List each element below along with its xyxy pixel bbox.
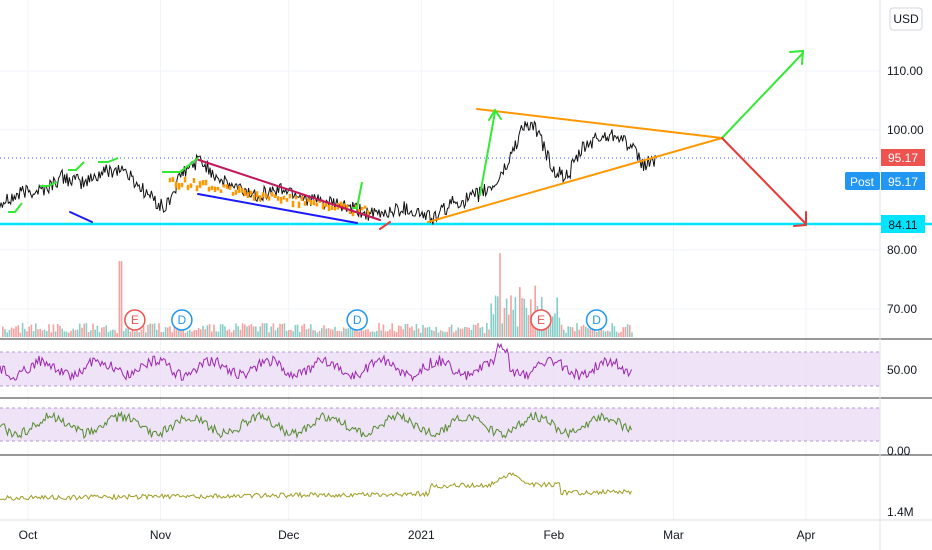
dividend-marker: [171, 309, 193, 331]
event-marker-label: E: [537, 313, 545, 327]
price-tick-label: 70.00: [887, 302, 917, 316]
volume-line: [0, 472, 632, 501]
currency-button[interactable]: [889, 7, 923, 31]
drawing-annotations[interactable]: [69, 49, 807, 230]
time-tick-label: Dec: [278, 528, 299, 542]
time-tick-label: Apr: [797, 528, 816, 542]
price-tick-label: 80.00: [887, 243, 917, 257]
dividend-marker: [585, 309, 608, 331]
time-tick-label: Feb: [543, 528, 564, 542]
wedge-upper-line: [195, 158, 381, 221]
time-tick-label: Mar: [663, 528, 684, 542]
currency-label: USD: [893, 12, 919, 26]
dividend-marker: [346, 309, 368, 331]
last-price-value: 95.17: [888, 151, 918, 165]
indicator-tick-label: 50.00: [887, 363, 917, 377]
projection-up-arrowhead: [789, 49, 805, 65]
oscillator-band: [0, 408, 880, 441]
projection-up-line: [721, 52, 804, 139]
earnings-marker: [124, 309, 146, 331]
time-tick-label: Oct: [19, 528, 38, 542]
triangle-lower-line: [427, 137, 723, 223]
event-marker-label: D: [353, 313, 362, 327]
event-marker-label: D: [592, 313, 601, 327]
grid-lines: [0, 0, 880, 520]
post-market-value: 95.17: [888, 175, 918, 189]
time-tick-label: 2021: [408, 528, 435, 542]
projection-down-arrowhead: [793, 211, 807, 227]
time-tick-label: Nov: [150, 528, 171, 542]
post-market-label: Post: [850, 175, 875, 189]
indicator-tick-label: 0.00: [887, 444, 911, 458]
support-level-value: 84.11: [888, 218, 917, 232]
price-tick-label: 110.00: [887, 64, 923, 78]
earnings-marker: [530, 309, 552, 331]
orange-pattern-bars: [168, 176, 370, 218]
triangle-upper-line: [476, 108, 723, 139]
price-series: [0, 120, 656, 225]
time-axis[interactable]: Oct Nov Dec 2021 Feb Mar Apr: [19, 528, 816, 542]
oscillator-line: [0, 410, 632, 440]
small-blue-line: [69, 211, 93, 223]
breakout-arrow: [479, 111, 496, 196]
post-market-badge: Post 95.17: [845, 172, 925, 190]
indicator-tick-label: 1.4M: [887, 505, 914, 519]
wedge-lower-line: [197, 193, 358, 224]
event-marker-label: D: [178, 313, 187, 327]
small-red-arrow: [379, 221, 391, 230]
last-price-badge: 95.17: [881, 149, 925, 166]
price-axis[interactable]: 110.00 100.00 80.00 70.00 50.00 0.00 1.4M: [887, 64, 924, 519]
small-green-arrows: [8, 157, 363, 213]
price-tick-label: 100.00: [887, 123, 924, 137]
event-marker-label: E: [131, 313, 139, 327]
support-level-badge: 84.11: [881, 215, 925, 233]
projection-down-line: [721, 137, 807, 225]
rsi-line: [0, 342, 632, 382]
